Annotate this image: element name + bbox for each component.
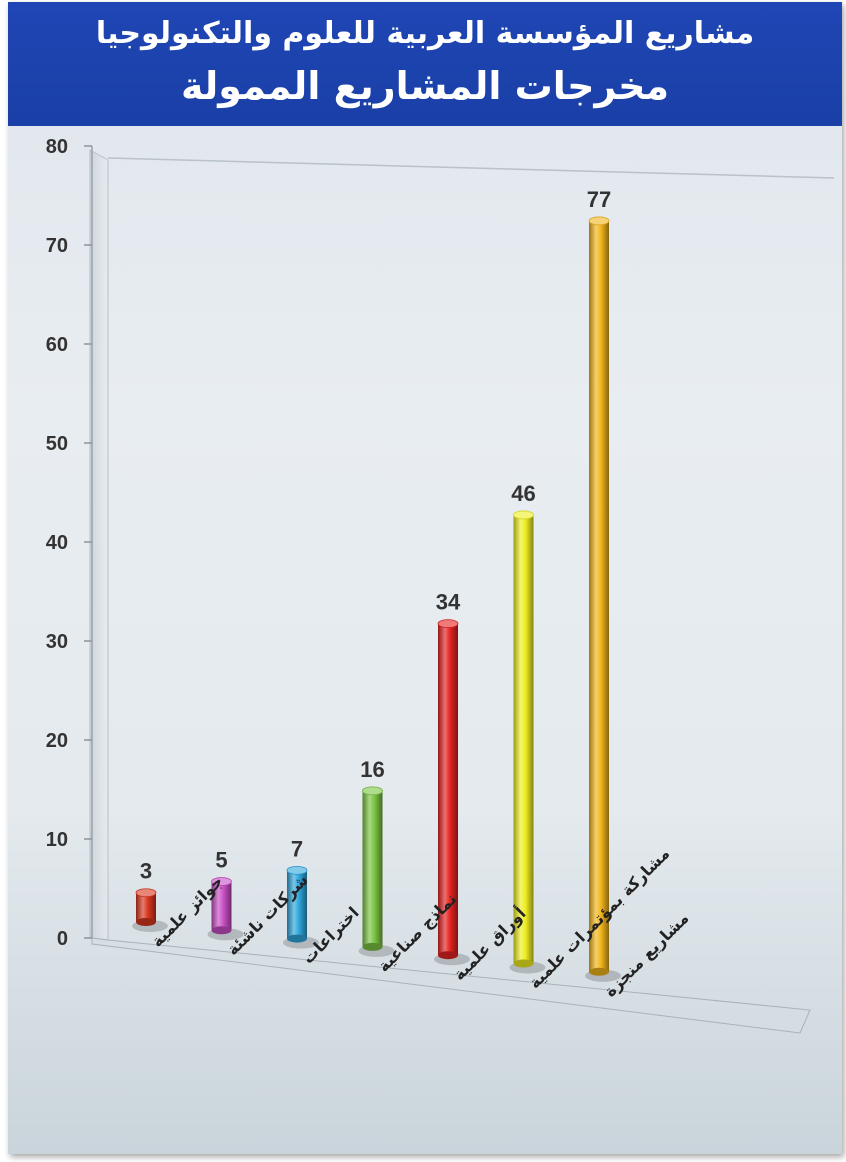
bar-top-cap xyxy=(362,786,383,796)
y-tick-label: 20 xyxy=(46,730,68,752)
bar-bottom-cap xyxy=(589,967,609,976)
chart-subtitle: مخرجات المشاريع الممولة xyxy=(180,64,670,108)
y-tick-label: 0 xyxy=(57,928,68,950)
bar-value-label: 3 xyxy=(140,859,152,884)
bar-value-label: 77 xyxy=(587,187,611,212)
bar xyxy=(438,623,458,956)
y-tick-label: 10 xyxy=(46,829,68,851)
bar-bottom-cap xyxy=(438,951,458,960)
chart-back-edge xyxy=(107,157,835,179)
bar xyxy=(589,220,609,972)
y-tick-label: 40 xyxy=(46,532,68,554)
bar-top-cap xyxy=(588,216,610,226)
chart-title: مشاريع المؤسسة العربية للعلوم والتكنولوج… xyxy=(95,16,755,51)
chart-axes: 0 10 20 30 40 50 60 70 80 xyxy=(46,136,835,1034)
bar-bottom-cap xyxy=(362,942,383,951)
y-tick-label: 70 xyxy=(46,235,68,257)
bar-value-label: 34 xyxy=(436,590,461,615)
bar-bottom-cap xyxy=(136,918,156,926)
bar-value-label: 7 xyxy=(291,836,303,861)
bar-bottom-cap xyxy=(211,926,232,935)
category-label: مشاريع منجزة xyxy=(600,909,692,1001)
bar-value-label: 46 xyxy=(511,481,535,506)
bar-top-cap xyxy=(437,619,459,629)
bar-top-cap xyxy=(513,510,534,520)
category-label: اختراعات xyxy=(298,903,362,967)
y-tick-label: 50 xyxy=(46,433,68,455)
title-banner: مشاريع المؤسسة العربية للعلوم والتكنولوج… xyxy=(8,2,842,126)
y-tick-label: 30 xyxy=(46,631,68,653)
chart-floor xyxy=(91,937,811,1034)
bar xyxy=(211,881,232,931)
y-tick-label: 60 xyxy=(46,334,68,356)
bar-group xyxy=(132,216,621,982)
bar xyxy=(136,892,156,922)
bar-value-label: 5 xyxy=(215,848,227,873)
bar-top-cap xyxy=(211,877,232,886)
bar-bottom-cap xyxy=(513,959,534,968)
bar-bottom-cap xyxy=(287,934,307,943)
bar xyxy=(362,790,383,947)
bar-value-label: 16 xyxy=(360,757,384,782)
bar-top-cap xyxy=(286,865,308,875)
y-tick-label: 80 xyxy=(46,136,68,158)
bar xyxy=(513,514,534,964)
chart-frame: مشاريع المؤسسة العربية للعلوم والتكنولوج… xyxy=(8,2,842,1154)
bar xyxy=(287,870,307,939)
bar-top-cap xyxy=(135,888,157,898)
